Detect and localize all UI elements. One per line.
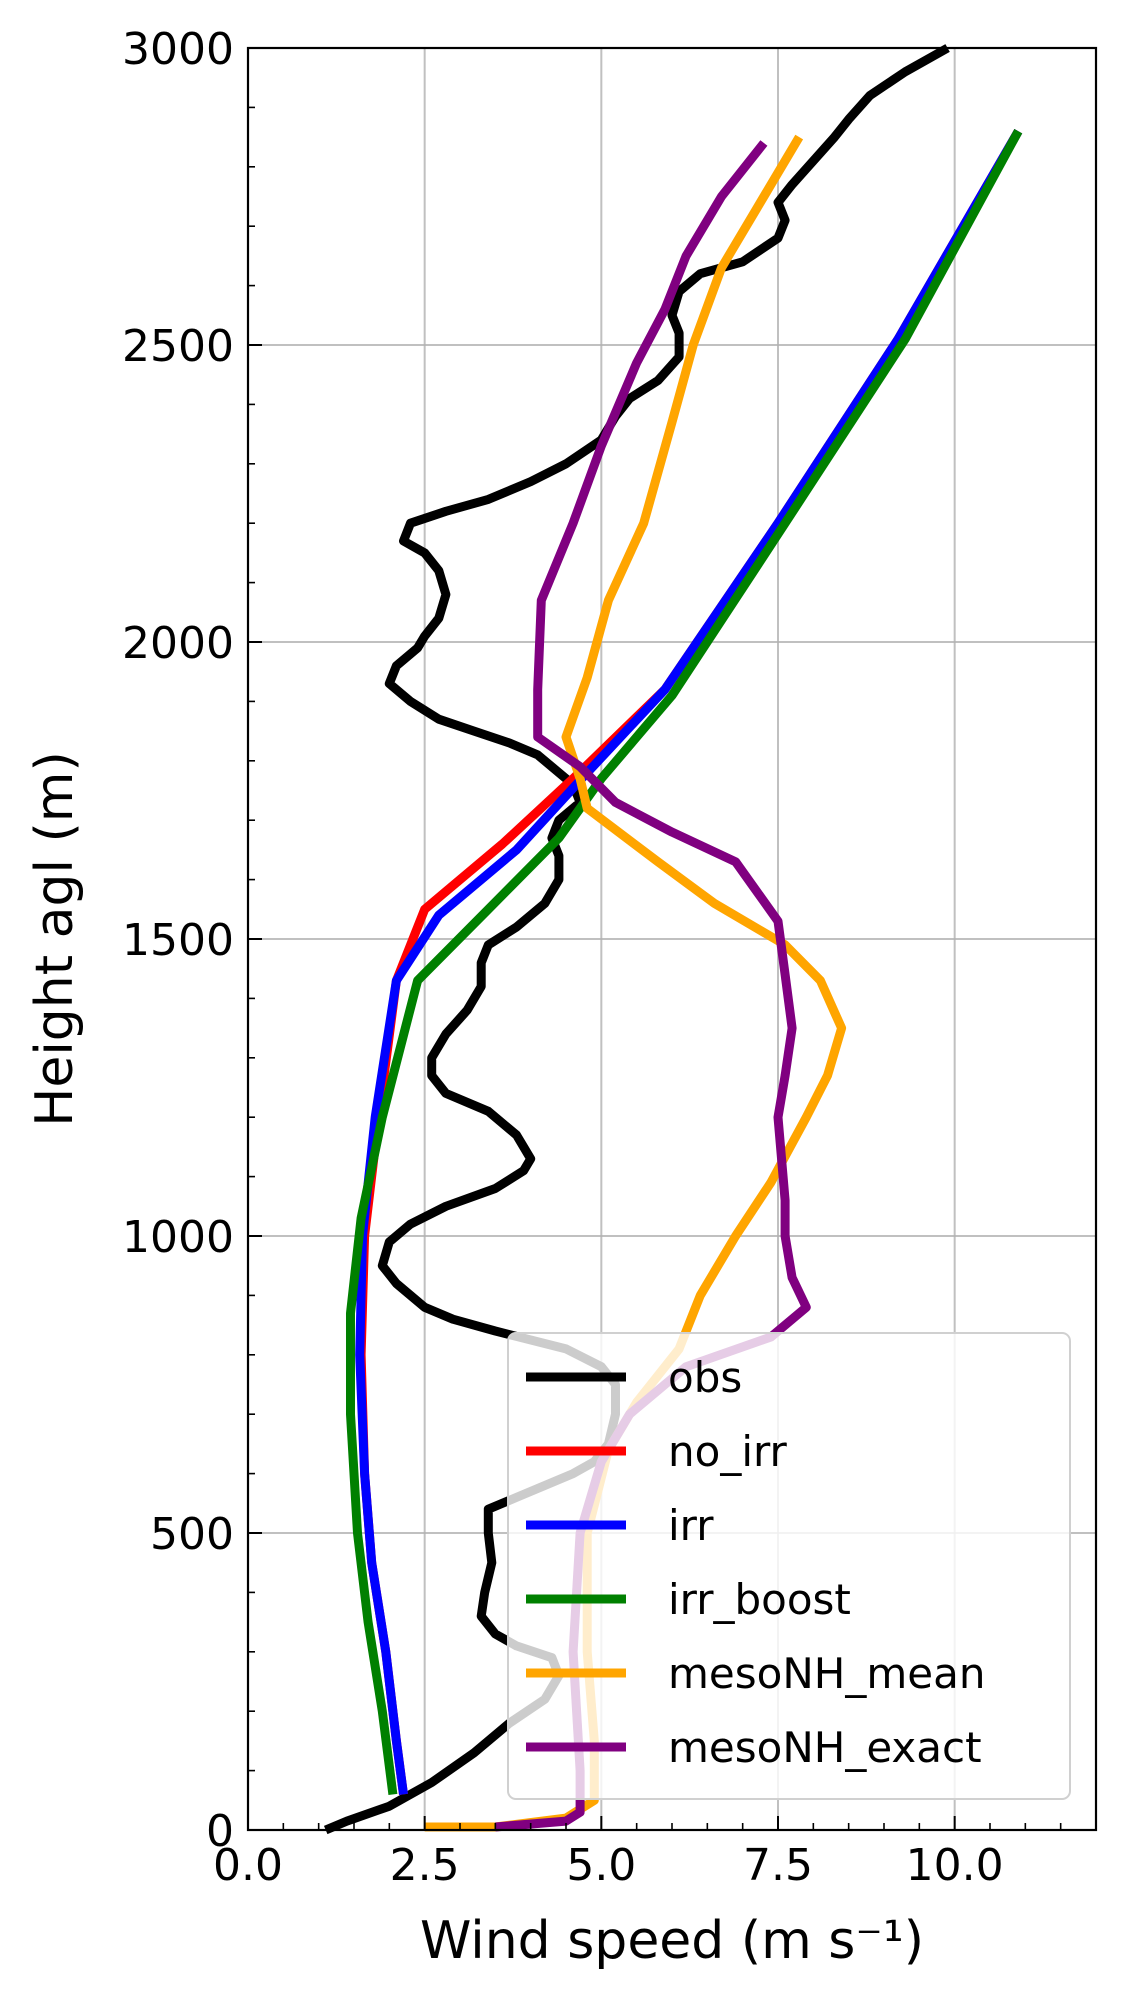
x-axis-label: Wind speed (m s⁻¹) [420,1911,924,1971]
legend-label: irr [668,1501,714,1550]
legend-label: no_irr [668,1427,788,1476]
y-tick-label: 500 [150,1509,234,1560]
legend-label: mesoNH_exact [668,1723,982,1772]
y-tick-label: 2500 [122,321,234,372]
series-irr-line [355,128,1023,1795]
axis-ticks: 0.0 2.5 5.0 7.5 10.0 0 500 1000 1500 2000 2500 3000 [122,24,1097,1891]
x-tick-label: 2.5 [390,1840,460,1891]
y-tick-label: 2000 [122,618,234,669]
legend-label: irr_boost [668,1575,851,1624]
x-tick-label: 5.0 [566,1840,636,1891]
y-tick-label: 0 [206,1806,234,1857]
x-tick-label: 7.5 [743,1840,813,1891]
series-irr-boost-line [346,129,1023,1795]
legend-label: mesoNH_mean [668,1649,985,1698]
legend-box [507,1332,1071,1800]
series-obs-line [323,44,950,1835]
y-axis-label: Height agl (m) [25,751,85,1127]
y-tick-label: 1000 [122,1212,234,1263]
y-tick-label: 3000 [122,24,234,75]
y-tick-label: 1500 [122,915,234,966]
legend-label: obs [668,1353,742,1402]
x-tick-label: 0.0 [213,1840,283,1891]
x-tick-label: 10.0 [906,1840,1004,1891]
